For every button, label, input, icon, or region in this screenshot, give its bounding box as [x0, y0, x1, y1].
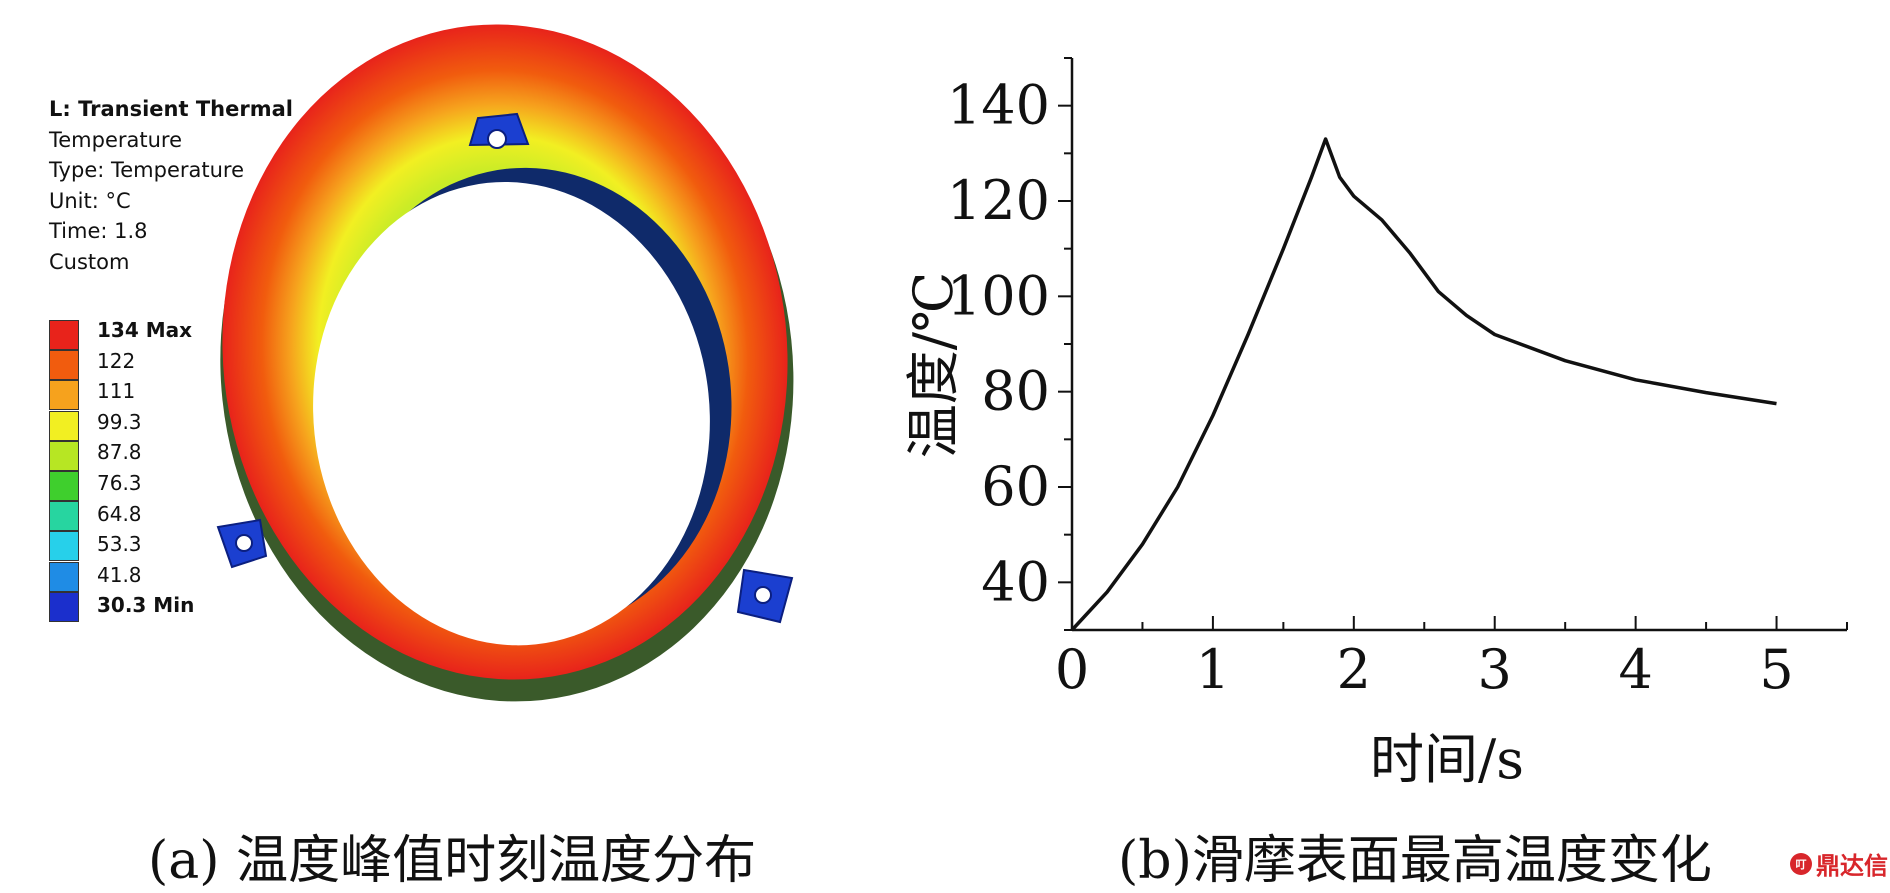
watermark: 叮 鼎达信 — [1790, 846, 1888, 881]
legend-swatch — [49, 380, 79, 411]
ticks: 0 1 2 3 4 5 40 60 80 100 120 140 — [947, 57, 1848, 701]
thermal-ring-render — [216, 24, 794, 702]
legend-swatch — [49, 591, 79, 622]
legend-label: 76.3 — [97, 471, 142, 495]
temperature-distribution-panel: L: Transient Thermal Temperature Type: T… — [0, 0, 880, 790]
legend-label: 111 — [97, 379, 136, 404]
axes — [1070, 58, 1847, 632]
legend-label: 87.8 — [97, 440, 142, 465]
x-tick-label: 2 — [1337, 638, 1371, 701]
y-tick-label: 120 — [947, 169, 1050, 232]
mounting-tab-right — [736, 568, 794, 624]
ring-hole — [313, 182, 710, 646]
legend-swatch — [49, 531, 79, 562]
legend-swatch — [49, 501, 79, 532]
legend-mode: Custom — [49, 249, 130, 274]
result-unit: Unit: °C — [49, 188, 131, 213]
legend-swatch — [49, 561, 79, 592]
legend-label: 30.3 Min — [97, 593, 195, 618]
watermark-text: 鼎达信 — [1816, 852, 1888, 880]
x-tick-label: 0 — [1055, 638, 1089, 701]
result-name: Temperature — [49, 127, 183, 152]
caption-a: (a) 温度峰值时刻温度分布 — [148, 831, 757, 891]
x-tick-label: 4 — [1618, 638, 1652, 701]
analysis-title: L: Transient Thermal — [49, 97, 293, 121]
mounting-tab-left — [216, 518, 268, 569]
legend-label: 41.8 — [97, 562, 142, 587]
legend-label: 122 — [97, 348, 136, 373]
x-tick-label: 1 — [1196, 638, 1230, 701]
y-tick-label: 40 — [981, 550, 1050, 613]
x-tick-label: 5 — [1759, 638, 1793, 701]
legend-swatch — [49, 350, 79, 381]
legend-label: 99.3 — [97, 409, 142, 434]
result-type: Type: Temperature — [49, 158, 245, 182]
y-tick-label: 140 — [947, 74, 1050, 137]
legend-label: 64.8 — [97, 501, 142, 526]
temperature-series-line — [1070, 137, 1777, 632]
x-tick-label: 3 — [1478, 638, 1512, 701]
legend-label: 53.3 — [97, 532, 142, 557]
result-time: Time: 1.8 — [49, 219, 148, 243]
mounting-tab-top — [468, 112, 530, 149]
simulation-header: L: Transient Thermal Temperature Type: T… — [49, 94, 293, 277]
y-tick-label: 100 — [947, 264, 1050, 327]
legend-label: 134 Max — [97, 318, 193, 342]
legend-swatch — [49, 471, 79, 501]
y-axis-label-text: 温度/℃ — [902, 272, 965, 459]
x-axis-label: 时间/s — [1370, 728, 1524, 790]
y-tick-label: 80 — [981, 360, 1050, 423]
watermark-logo-icon: 叮 — [1790, 852, 1812, 875]
legend-swatch — [49, 410, 79, 441]
y-tick-label: 60 — [981, 455, 1050, 518]
series-layer — [1070, 137, 1777, 632]
legend-swatch — [49, 440, 79, 471]
y-axis-label-layer: 温度/℃ — [902, 272, 965, 459]
legend-swatch — [49, 320, 79, 350]
caption-b: (b)滑摩表面最高温度变化 — [1118, 831, 1712, 891]
